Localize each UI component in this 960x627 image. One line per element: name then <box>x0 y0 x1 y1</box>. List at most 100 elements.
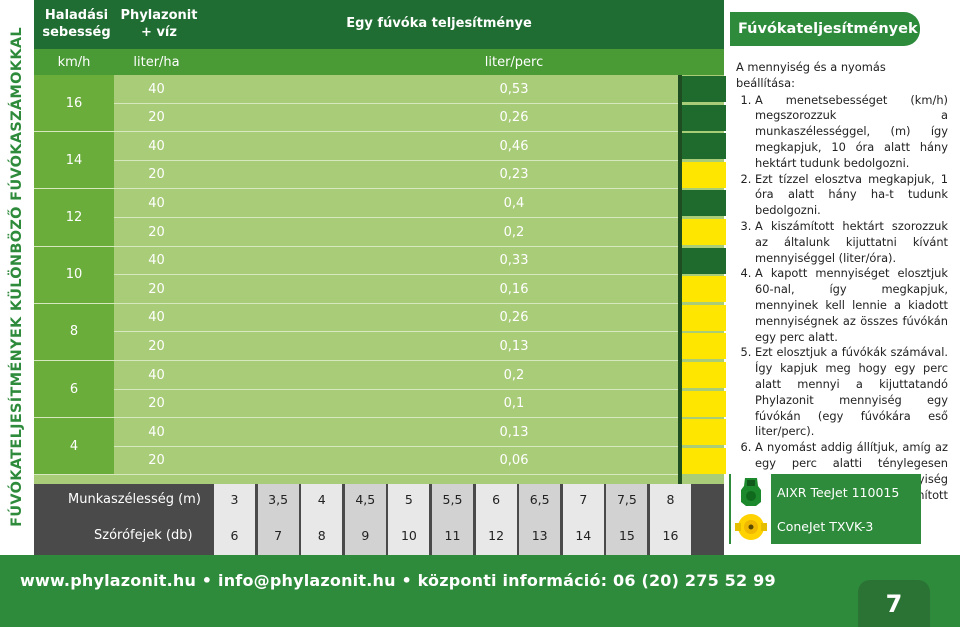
green-nozzle-swatch <box>682 104 726 131</box>
rate-cell: 20 <box>148 453 165 469</box>
rate-cell: 40 <box>148 195 165 211</box>
row-divider <box>114 388 678 390</box>
nozzle-count-value: 8 <box>301 515 343 555</box>
rate-cell: 40 <box>148 424 165 440</box>
rate-cell: 20 <box>148 167 165 183</box>
yellow-nozzle-swatch <box>682 276 726 303</box>
working-width-value: 6,5 <box>519 484 561 515</box>
speed-cell: 8 <box>34 303 114 361</box>
unit-rate: liter/ha <box>133 54 180 70</box>
working-width-value: 6 <box>475 484 517 515</box>
data-table: 16 40 0,53 20 0,26 14 40 0,46 20 0,23 12 40 0,4 20 0,2… <box>34 75 726 484</box>
nozzle-count-value: 13 <box>519 515 561 555</box>
flow-cell: 0,13 <box>499 338 529 354</box>
green-nozzle-swatch <box>682 190 726 217</box>
flow-cell: 0,26 <box>499 310 529 326</box>
instructions-steps: A menetsebességet (km/h) megszorozzuk a … <box>736 93 948 520</box>
yellow-nozzle-swatch <box>682 161 726 188</box>
table-row: 20 0,1 <box>114 390 678 418</box>
speed-cell: 14 <box>34 132 114 190</box>
step-4: A kapott mennyiséget elosztjuk 60-nal, í… <box>755 266 948 345</box>
rate-cell: 40 <box>148 310 165 326</box>
nozzle-count-value: 6 <box>214 515 255 555</box>
row-divider <box>114 131 678 133</box>
rate-cell: 40 <box>148 81 165 97</box>
nozzle-count-value: 11 <box>432 515 473 555</box>
working-width-value: 4,5 <box>344 484 386 515</box>
working-width-row: Munkaszélesség (m) 3 3,5 4 4,5 5 5,5 6 6,5 7 7,5 8 <box>34 484 724 515</box>
rate-cell: 20 <box>148 281 165 297</box>
nozzle-count-label: Szórófejek (db) <box>94 527 193 543</box>
flow-cell: 0,1 <box>503 396 525 412</box>
rate-cell: 20 <box>148 338 165 354</box>
flow-cell: 0,4 <box>503 195 525 211</box>
flow-cell: 0,33 <box>499 253 529 269</box>
row-divider <box>114 474 678 476</box>
rate-cell: 40 <box>148 367 165 383</box>
unit-speed: km/h <box>57 54 91 70</box>
footer-contact: www.phylazonit.hu • info@phylazonit.hu •… <box>20 571 776 590</box>
page-number: 7 <box>858 580 930 627</box>
table-row: 20 0,13 <box>114 332 678 360</box>
nozzle-count-value: 10 <box>388 515 430 555</box>
working-width-value: 8 <box>650 484 691 515</box>
table-row: 40 0,46 <box>114 132 678 160</box>
rate-cell: 40 <box>148 138 165 154</box>
working-width-value: 3,5 <box>257 484 299 515</box>
nozzle-count-value: 14 <box>562 515 604 555</box>
nozzle-legend-green: AIXR TeeJet 110015 <box>729 472 921 512</box>
yellow-nozzle-swatch <box>682 362 726 388</box>
yellow-nozzle-swatch <box>682 333 726 360</box>
instructions-intro: A mennyiség és a nyomás beállítása: <box>736 60 886 90</box>
instructions: A mennyiség és a nyomás beállítása: A me… <box>736 60 948 519</box>
right-panel-title: Fúvókateljesítmények <box>730 12 920 46</box>
working-width-value: 4 <box>301 484 343 515</box>
rate-cell: 20 <box>148 396 165 412</box>
row-divider <box>114 159 678 161</box>
row-divider <box>114 360 678 361</box>
flow-cell: 0,23 <box>499 167 529 183</box>
rate-cell: 20 <box>148 110 165 126</box>
speed-cell: 12 <box>34 189 114 247</box>
speed-cell: 16 <box>34 75 114 133</box>
row-divider <box>114 102 678 104</box>
nozzle-count-value: 9 <box>344 515 386 555</box>
green-nozzle-swatch <box>682 76 726 102</box>
flow-cell: 0,06 <box>499 453 529 469</box>
flow-cell: 0,53 <box>499 81 529 97</box>
green-nozzle-swatch <box>682 133 726 160</box>
yellow-nozzle-swatch <box>682 419 726 446</box>
table-row: 20 0,26 <box>114 104 678 132</box>
row-divider <box>114 445 678 447</box>
nozzle-count-value: 15 <box>606 515 648 555</box>
nozzle-legend-yellow: ConeJet TXVK-3 <box>729 506 921 546</box>
speed-cell: 4 <box>34 418 114 476</box>
row-divider <box>114 188 678 190</box>
footer: www.phylazonit.hu • info@phylazonit.hu •… <box>0 555 960 627</box>
green-nozzle-swatch <box>682 247 726 274</box>
side-title-panel: FÚVÓKATELJESÍTMÉNYEK KÜLÖNBÖZŐ FÚVÓKASZÁ… <box>0 0 34 555</box>
yellow-nozzle-swatch <box>682 219 726 245</box>
table-row: 40 0,26 <box>114 304 678 332</box>
flow-cell: 0,2 <box>503 367 525 383</box>
side-title: FÚVÓKATELJESÍTMÉNYEK KÜLÖNBÖZŐ FÚVÓKASZÁ… <box>9 27 25 527</box>
table-row: 40 0,2 <box>114 361 678 389</box>
speed-cell: 6 <box>34 361 114 419</box>
table-row: 20 0,16 <box>114 275 678 303</box>
table-row: 40 0,53 <box>114 75 678 103</box>
yellow-nozzle-swatch <box>682 304 726 331</box>
working-width-value: 5,5 <box>432 484 473 515</box>
working-width-value: 7 <box>562 484 604 515</box>
table-row: 40 0,4 <box>114 189 678 217</box>
table-row: 40 0,13 <box>114 418 678 446</box>
working-width-value: 3 <box>214 484 255 515</box>
green-nozzle-icon <box>731 472 771 512</box>
flow-cell: 0,2 <box>503 224 525 240</box>
row-divider <box>114 274 678 276</box>
table-row: 20 0,2 <box>114 218 678 246</box>
nozzle-count-row: Szórófejek (db) 6 7 8 9 10 11 12 13 14 15 16 <box>34 515 724 555</box>
nozzle-count-value: 12 <box>475 515 517 555</box>
step-5: Ezt elosztjuk a fúvókák számával. Így ka… <box>755 345 948 440</box>
working-width-value: 5 <box>388 484 430 515</box>
units-row: km/h liter/ha liter/perc <box>34 49 724 75</box>
